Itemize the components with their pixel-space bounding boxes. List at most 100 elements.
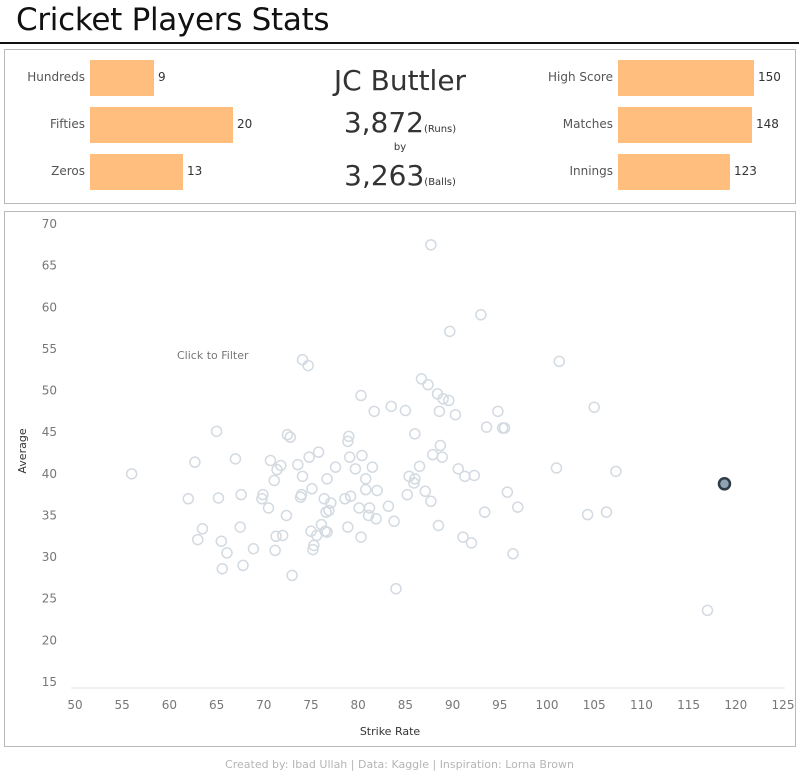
stat-bar[interactable] <box>90 107 233 143</box>
scatter-point[interactable] <box>312 446 325 458</box>
scatter-point[interactable] <box>210 425 223 438</box>
scatter-point[interactable] <box>356 449 368 462</box>
scatter-point[interactable] <box>276 529 289 542</box>
scatter-point[interactable] <box>342 521 354 533</box>
scatter-point[interactable] <box>295 488 308 501</box>
scatter-point[interactable] <box>234 521 246 533</box>
scatter-point[interactable] <box>256 493 268 505</box>
scatter-point[interactable] <box>415 373 428 385</box>
stat-bar[interactable] <box>618 107 752 143</box>
scatter-point[interactable] <box>344 490 357 503</box>
scatter-point[interactable] <box>323 504 335 517</box>
scatter-point[interactable] <box>409 428 421 440</box>
stat-bar[interactable] <box>90 154 183 190</box>
scatter-point[interactable] <box>434 439 447 452</box>
scatter-point[interactable] <box>349 463 362 475</box>
scatter-point[interactable] <box>409 473 421 485</box>
scatter-point[interactable] <box>422 378 434 391</box>
scatter-point[interactable] <box>492 405 504 418</box>
scatter-point[interactable] <box>215 535 228 548</box>
scatter-point[interactable] <box>342 435 354 448</box>
scatter-point[interactable] <box>360 473 372 485</box>
scatter-point[interactable] <box>286 569 298 582</box>
scatter-point[interactable] <box>701 604 714 617</box>
scatter-point[interactable] <box>125 468 138 480</box>
scatter-point[interactable] <box>221 547 233 559</box>
scatter-point[interactable] <box>235 488 247 501</box>
scatter-point[interactable] <box>191 533 204 546</box>
scatter-point[interactable] <box>303 451 315 463</box>
scatter-point[interactable] <box>427 448 439 461</box>
scatter-point[interactable] <box>419 485 431 498</box>
scatter-point[interactable] <box>437 393 449 405</box>
scatter-point[interactable] <box>368 405 380 418</box>
scatter-point[interactable] <box>371 484 383 497</box>
scatter-point[interactable] <box>280 509 293 522</box>
stat-bar[interactable] <box>90 60 154 96</box>
scatter-point[interactable] <box>353 502 365 514</box>
scatter-point[interactable] <box>600 506 613 518</box>
scatter-point[interactable] <box>321 526 333 538</box>
scatter-point[interactable] <box>237 559 249 572</box>
scatter-point[interactable] <box>610 465 622 478</box>
scatter-point[interactable] <box>270 530 282 543</box>
scatter-point[interactable] <box>315 518 328 531</box>
scatter-point[interactable] <box>390 582 402 595</box>
scatter-point[interactable] <box>385 400 397 413</box>
scatter-point[interactable] <box>275 459 287 472</box>
scatter-point[interactable] <box>388 515 400 528</box>
scatter-point[interactable] <box>355 389 367 402</box>
scatter-point[interactable] <box>269 544 281 557</box>
scatter-point[interactable] <box>449 408 462 421</box>
scatter-point[interactable] <box>355 531 367 543</box>
scatter-point[interactable] <box>296 470 309 483</box>
scatter-point[interactable] <box>229 453 242 465</box>
scatter-point[interactable] <box>264 454 277 467</box>
scatter-point[interactable] <box>247 543 260 555</box>
scatter-point[interactable] <box>370 513 382 525</box>
scatter-point[interactable] <box>189 456 201 468</box>
scatter-point[interactable] <box>363 502 376 514</box>
selected-player-point[interactable] <box>717 477 732 491</box>
scatter-point[interactable] <box>399 404 412 417</box>
scatter-point[interactable] <box>413 460 426 473</box>
scatter-point[interactable] <box>436 451 448 463</box>
scatter-point[interactable] <box>216 562 229 575</box>
scatter-point[interactable] <box>425 239 437 251</box>
scatter-point[interactable] <box>465 537 478 549</box>
scatter-point[interactable] <box>459 470 471 483</box>
scatter-point[interactable] <box>339 493 351 505</box>
scatter-point[interactable] <box>281 428 294 441</box>
scatter-point[interactable] <box>329 461 342 473</box>
scatter-point[interactable] <box>550 462 563 474</box>
scatter-point[interactable] <box>343 451 356 463</box>
scatter-point[interactable] <box>362 509 375 522</box>
stat-bar[interactable] <box>618 60 754 96</box>
scatter-point[interactable] <box>443 394 455 407</box>
scatter-point[interactable] <box>408 477 420 489</box>
scatter-point[interactable] <box>268 474 280 487</box>
scatter-point[interactable] <box>581 508 594 521</box>
scatter-point[interactable] <box>366 461 379 473</box>
stat-bar[interactable] <box>618 154 730 190</box>
scatter-point[interactable] <box>501 486 514 498</box>
scatter-point[interactable] <box>478 506 491 518</box>
scatter-point[interactable] <box>262 502 275 514</box>
scatter-point[interactable] <box>511 501 524 513</box>
scatter-point[interactable] <box>480 421 493 433</box>
scatter-point[interactable] <box>325 497 337 509</box>
scatter-point[interactable] <box>343 430 355 443</box>
scatter-point[interactable] <box>292 458 304 471</box>
scatter-point[interactable] <box>507 548 519 560</box>
scatter-point[interactable] <box>196 523 209 535</box>
scatter-point[interactable] <box>457 531 469 543</box>
scatter-point[interactable] <box>212 492 225 504</box>
scatter-point[interactable] <box>302 359 314 372</box>
scatter-point[interactable] <box>444 325 456 338</box>
scatter-point[interactable] <box>452 463 465 475</box>
scatter-point[interactable] <box>307 543 319 556</box>
scatter-point[interactable] <box>432 519 445 532</box>
scatter-point[interactable] <box>306 483 318 495</box>
scatter-point[interactable] <box>284 431 296 443</box>
scatter-point[interactable] <box>553 355 566 368</box>
